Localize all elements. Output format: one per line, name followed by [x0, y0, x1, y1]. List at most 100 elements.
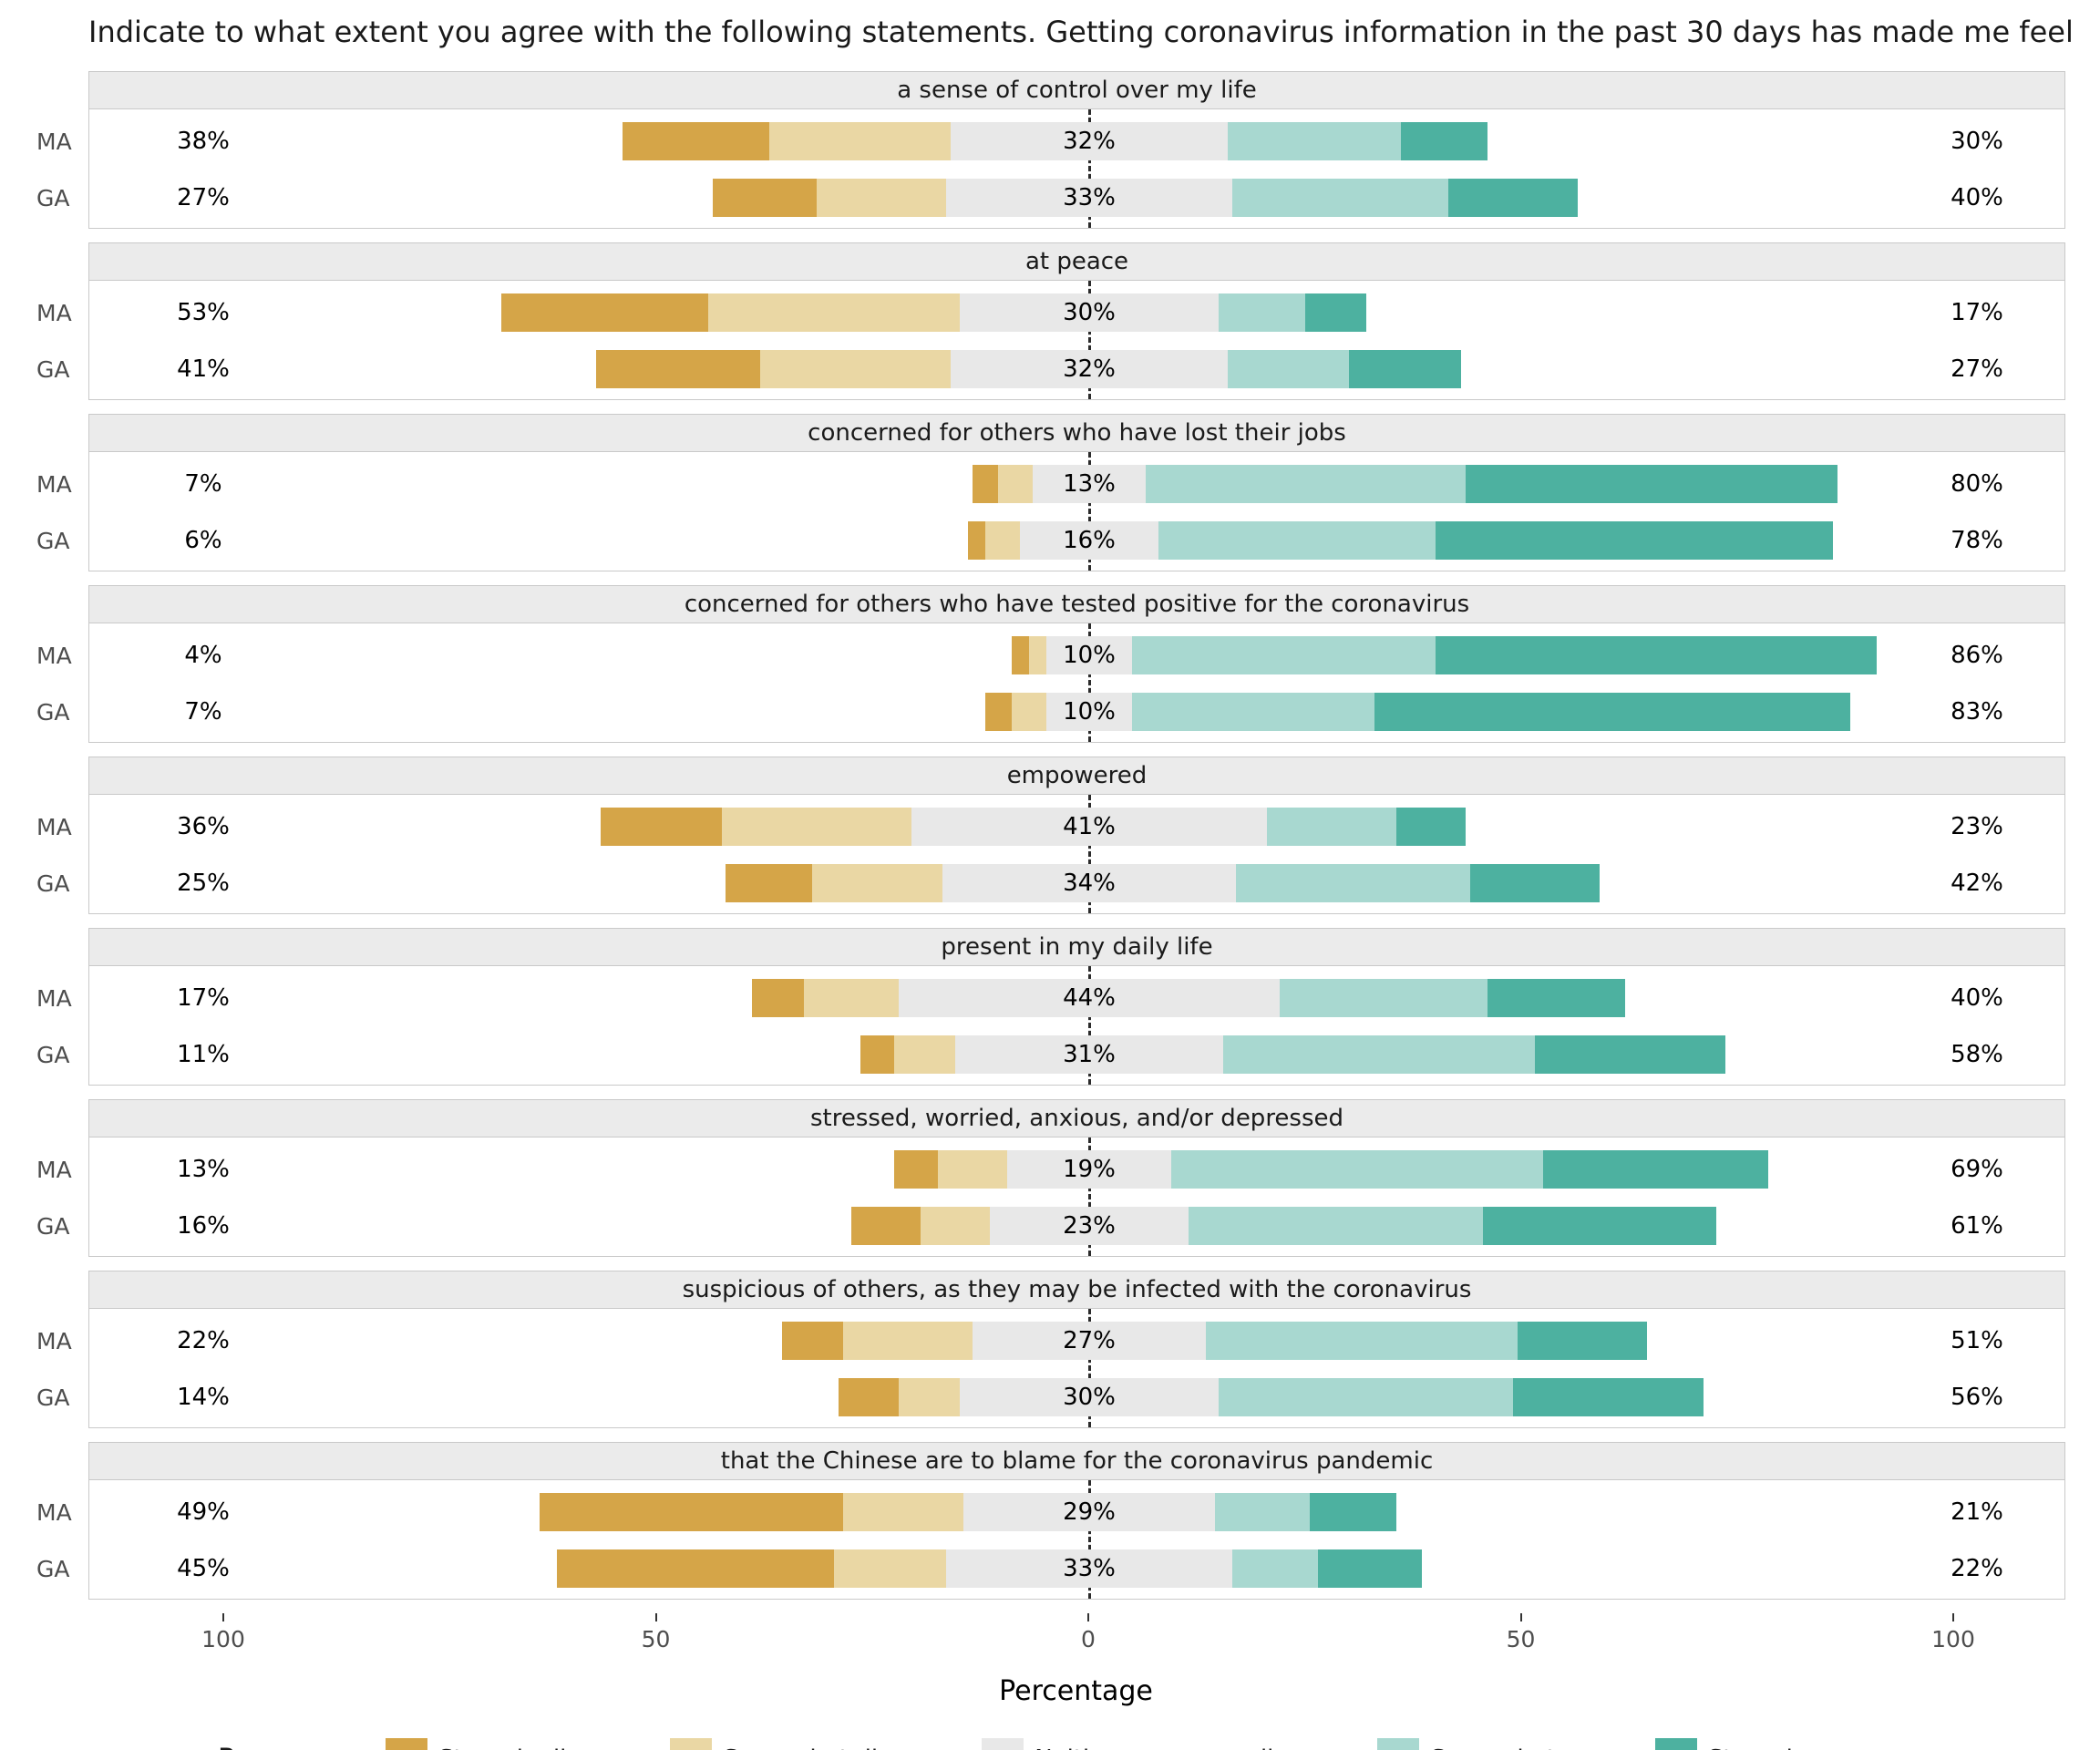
disagree-total-label: 13%: [177, 1156, 230, 1183]
segment-strongly-agree: [1447, 179, 1579, 217]
segment-somewhat-agree: [1236, 864, 1470, 902]
x-tick-label: 50: [641, 1626, 671, 1652]
segment-neither-agree-nor-disagree: [1033, 465, 1146, 503]
segment-somewhat-agree: [1206, 1322, 1518, 1360]
agree-total-label: 30%: [1951, 128, 2003, 155]
segment-strongly-agree: [1513, 1378, 1704, 1416]
row-label-ga: GA: [36, 356, 70, 383]
segment-strongly-disagree: [600, 808, 722, 846]
segment-somewhat-disagree: [708, 293, 960, 332]
segment-strongly-disagree: [838, 1378, 900, 1416]
segment-strongly-agree: [1395, 808, 1466, 846]
panel-title: at peace: [89, 243, 2064, 281]
segment-somewhat-agree: [1266, 808, 1396, 846]
x-tick-label: 100: [201, 1626, 245, 1652]
panel: at peace MA 53% 30% 17% GA 41% 32% 27%: [36, 242, 2065, 400]
row-label-ma: MA: [36, 1328, 72, 1354]
panel-body: MA 53% 30% 17% GA 41% 32% 27%: [36, 281, 2064, 399]
segment-somewhat-agree: [1158, 521, 1436, 560]
panel-title: stressed, worried, anxious, and/or depre…: [89, 1100, 2064, 1138]
panels-container: a sense of control over my life MA 38% 32% 3…: [0, 71, 2100, 1600]
segment-neither-agree-nor-disagree: [959, 293, 1220, 332]
segment-somewhat-agree: [1219, 1378, 1513, 1416]
panel-body: MA 4% 10% 86% GA 7% 10% 83%: [36, 623, 2064, 742]
disagree-total-label: 36%: [177, 813, 230, 840]
disagree-total-label: 7%: [184, 698, 222, 726]
segment-neither-agree-nor-disagree: [1006, 1150, 1172, 1189]
neutral-total-label: 30%: [1063, 299, 1116, 326]
legend-items: Strongly disagree Somewhat disagree Neithe…: [386, 1738, 1882, 1750]
agree-total-label: 83%: [1951, 698, 2003, 726]
panel-body: MA 38% 32% 30% GA 27% 33% 40%: [36, 109, 2064, 228]
segment-neither-agree-nor-disagree: [899, 979, 1280, 1017]
zero-line: [1088, 623, 1091, 742]
x-tick: [654, 1613, 657, 1621]
neutral-total-label: 27%: [1063, 1327, 1116, 1354]
segment-strongly-agree: [1435, 636, 1877, 674]
segment-somewhat-disagree: [812, 864, 942, 902]
panel: empowered MA 36% 41% 23% GA 25% 34% 42%: [36, 757, 2065, 914]
row-label-ma: MA: [36, 1499, 72, 1526]
panel: that the Chinese are to blame for the co…: [36, 1442, 2065, 1600]
segment-neither-agree-nor-disagree: [951, 122, 1228, 160]
segment-strongly-agree: [1400, 122, 1488, 160]
agree-total-label: 27%: [1951, 355, 2003, 383]
segment-strongly-disagree: [894, 1150, 938, 1189]
segment-strongly-agree: [1534, 1035, 1725, 1074]
segment-somewhat-disagree: [1011, 693, 1046, 731]
panel-body: MA 49% 29% 21% GA 45% 33% 22%: [36, 1480, 2064, 1599]
panel-title: suspicious of others, as they may be inf…: [89, 1271, 2064, 1309]
segment-somewhat-disagree: [985, 521, 1021, 560]
segment-strongly-agree: [1487, 979, 1626, 1017]
neutral-total-label: 33%: [1063, 1555, 1116, 1582]
neutral-total-label: 32%: [1063, 128, 1116, 155]
row-label-ma: MA: [36, 471, 72, 498]
segment-somewhat-disagree: [817, 179, 947, 217]
segment-somewhat-disagree: [920, 1207, 990, 1245]
segment-neither-agree-nor-disagree: [1045, 636, 1133, 674]
segment-somewhat-agree: [1145, 465, 1466, 503]
neutral-total-label: 30%: [1063, 1384, 1116, 1411]
segment-strongly-disagree: [713, 179, 818, 217]
segment-neither-agree-nor-disagree: [989, 1207, 1189, 1245]
legend-item: Strongly agree: [1654, 1738, 1882, 1750]
agree-total-label: 86%: [1951, 642, 2003, 669]
segment-somewhat-disagree: [803, 979, 900, 1017]
disagree-total-label: 7%: [184, 470, 222, 498]
zero-line: [1088, 281, 1091, 399]
panel-body: MA 22% 27% 51% GA 14% 30% 56%: [36, 1309, 2064, 1427]
page-title: Indicate to what extent you agree with t…: [88, 15, 2074, 49]
panel: concerned for others who have lost their…: [36, 414, 2065, 571]
legend-swatch: [1377, 1738, 1420, 1750]
legend: Response Strongly disagree Somewhat disag…: [0, 1738, 2100, 1750]
row-label-ga: GA: [36, 1556, 70, 1582]
segment-somewhat-agree: [1132, 636, 1436, 674]
x-axis-title: Percentage: [999, 1675, 1153, 1707]
legend-label: Strongly agree: [1708, 1745, 1882, 1750]
agree-total-label: 58%: [1951, 1041, 2003, 1068]
x-tick: [1087, 1613, 1089, 1621]
segment-strongly-disagree: [596, 350, 761, 388]
legend-swatch: [982, 1738, 1024, 1750]
segment-somewhat-disagree: [760, 350, 952, 388]
segment-neither-agree-nor-disagree: [946, 1549, 1232, 1588]
legend-title: Response: [218, 1744, 349, 1750]
neutral-total-label: 10%: [1063, 698, 1116, 726]
panel: suspicious of others, as they may be inf…: [36, 1271, 2065, 1428]
segment-strongly-agree: [1517, 1322, 1648, 1360]
segment-neither-agree-nor-disagree: [911, 808, 1267, 846]
legend-item: Somewhat agree: [1377, 1738, 1632, 1750]
neutral-total-label: 44%: [1063, 984, 1116, 1012]
segment-somewhat-disagree: [834, 1549, 947, 1588]
neutral-total-label: 33%: [1063, 184, 1116, 211]
segment-somewhat-agree: [1219, 293, 1306, 332]
panel: present in my daily life MA 17% 44% 40% GA 11%…: [36, 928, 2065, 1086]
segment-somewhat-agree: [1214, 1493, 1310, 1531]
agree-total-label: 61%: [1951, 1212, 2003, 1240]
neutral-total-label: 32%: [1063, 355, 1116, 383]
disagree-total-label: 6%: [184, 527, 222, 554]
segment-strongly-agree: [1305, 293, 1366, 332]
segment-somewhat-disagree: [998, 465, 1034, 503]
row-label-ma: MA: [36, 300, 72, 326]
